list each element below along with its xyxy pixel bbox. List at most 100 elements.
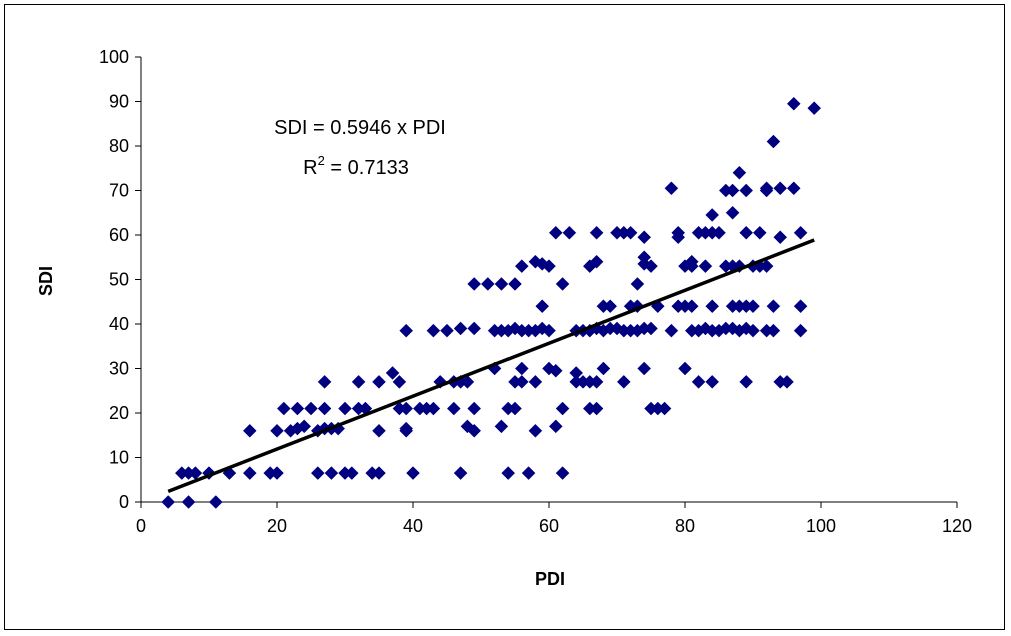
data-point <box>678 361 692 376</box>
data-point <box>671 230 686 245</box>
data-point <box>270 423 284 438</box>
data-point <box>603 299 618 314</box>
data-point <box>494 277 509 291</box>
data-point <box>705 208 720 222</box>
data-point <box>684 259 699 274</box>
data-point <box>453 321 468 336</box>
data-point <box>589 225 604 240</box>
data-point <box>501 466 516 480</box>
data-point <box>793 225 808 240</box>
data-point <box>637 230 652 245</box>
data-point <box>542 259 556 274</box>
data-point <box>290 401 305 416</box>
data-point <box>766 299 781 314</box>
data-point <box>807 101 822 116</box>
x-tick-label: 100 <box>806 516 836 536</box>
data-point <box>664 181 679 196</box>
data-point <box>467 401 482 416</box>
y-tick-label: 60 <box>109 225 129 245</box>
data-point <box>317 374 332 389</box>
data-point <box>542 323 556 338</box>
data-point <box>793 299 808 314</box>
data-point <box>739 183 754 198</box>
data-point <box>555 277 570 291</box>
data-point <box>440 323 454 338</box>
data-point <box>766 134 781 149</box>
data-point <box>630 277 645 291</box>
x-tick-label: 60 <box>539 516 559 536</box>
x-tick-label: 80 <box>675 516 695 536</box>
data-point <box>786 96 801 111</box>
data-point <box>208 495 223 509</box>
data-point <box>399 401 414 416</box>
data-point <box>637 361 652 376</box>
y-tick-label: 10 <box>109 448 129 468</box>
data-point <box>725 205 740 220</box>
data-point <box>739 374 754 389</box>
y-tick-label: 100 <box>99 47 129 67</box>
data-point <box>467 423 482 438</box>
data-point <box>766 323 781 338</box>
data-point <box>310 466 325 480</box>
data-point <box>338 401 352 416</box>
y-tick-label: 90 <box>109 92 129 112</box>
data-point <box>528 423 543 438</box>
data-point <box>746 323 760 338</box>
data-point <box>623 225 638 240</box>
data-point <box>508 401 522 416</box>
data-point <box>759 183 774 198</box>
data-point <box>467 277 482 291</box>
data-point <box>372 423 386 438</box>
data-point <box>406 466 420 480</box>
data-point <box>426 401 441 416</box>
data-point <box>514 259 529 274</box>
data-point <box>548 363 563 378</box>
data-point <box>344 466 359 480</box>
data-point <box>304 401 318 416</box>
data-point <box>270 466 284 480</box>
data-point <box>644 259 658 274</box>
y-tick-label: 50 <box>109 270 129 290</box>
data-point <box>385 366 400 380</box>
data-point <box>793 323 808 338</box>
y-tick-label: 70 <box>109 181 129 201</box>
y-tick-label: 40 <box>109 314 129 334</box>
x-axis-ticks: 0 20 40 60 80 100 120 <box>136 502 972 536</box>
data-point <box>446 401 461 416</box>
data-point <box>691 374 706 389</box>
data-point <box>644 321 658 336</box>
data-point <box>684 299 699 314</box>
data-point <box>589 374 604 389</box>
trendline <box>167 238 815 494</box>
data-point <box>242 466 257 480</box>
data-point <box>732 165 747 180</box>
data-point <box>324 466 339 480</box>
r-squared-label: R2 = 0.7133 <box>303 153 409 179</box>
data-point <box>508 277 522 291</box>
data-point <box>521 466 536 480</box>
data-points <box>161 96 822 509</box>
data-point <box>555 401 570 416</box>
data-point <box>535 299 550 314</box>
y-tick-label: 30 <box>109 359 129 379</box>
data-point <box>712 225 726 240</box>
x-tick-label: 40 <box>403 516 423 536</box>
y-axis-ticks: 0 10 20 30 40 50 60 70 80 90 100 <box>99 47 141 512</box>
data-point <box>453 466 468 480</box>
data-point <box>562 225 577 240</box>
data-point <box>460 374 475 389</box>
data-point <box>297 419 312 434</box>
data-point <box>392 374 407 389</box>
data-point <box>276 401 291 416</box>
x-axis-title: PDI <box>535 569 565 589</box>
data-point <box>514 361 529 376</box>
data-point <box>181 495 196 509</box>
data-point <box>351 374 366 389</box>
y-tick-label: 20 <box>109 403 129 423</box>
y-tick-label: 0 <box>119 492 129 512</box>
data-point <box>739 225 754 240</box>
data-point <box>780 374 794 389</box>
data-point <box>589 254 604 269</box>
data-point <box>528 374 543 389</box>
